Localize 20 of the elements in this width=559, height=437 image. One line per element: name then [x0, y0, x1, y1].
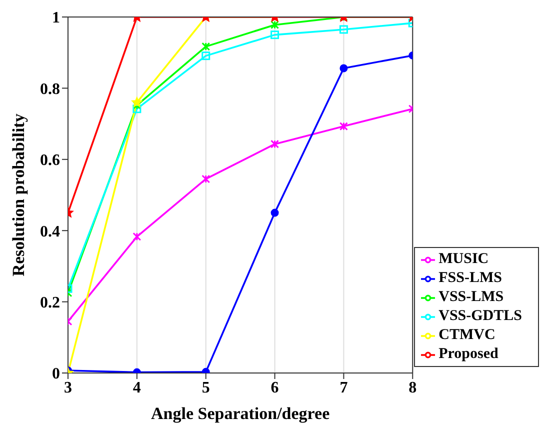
x-tick-label: 4: [132, 379, 141, 396]
legend-label: VSS-GDTLS: [438, 308, 522, 324]
y-tick-label: 0.8: [40, 80, 60, 98]
legend-label: CTMVC: [438, 327, 496, 343]
legend-label: VSS-LMS: [438, 289, 504, 305]
legend-label: MUSIC: [438, 251, 489, 267]
x-axis-title: Angle Separation/degree: [150, 404, 330, 423]
y-axis-title: Resolution probability: [9, 113, 28, 276]
y-tick-label: 0.4: [40, 223, 60, 240]
x-tick-label: 5: [202, 379, 210, 396]
y-tick-label: 0.6: [40, 152, 60, 170]
x-tick-label: 6: [270, 379, 279, 396]
x-tick-label: 3: [64, 379, 72, 396]
x-tick-label: 8: [408, 379, 417, 396]
x-tick-label: 7: [340, 379, 348, 396]
y-tick-label: 0.2: [40, 294, 60, 312]
y-tick-label: 0: [52, 366, 60, 383]
y-tick-label: 1: [52, 10, 60, 27]
legend-label: Proposed: [438, 346, 498, 362]
legend-label: FSS-LMS: [438, 270, 502, 286]
